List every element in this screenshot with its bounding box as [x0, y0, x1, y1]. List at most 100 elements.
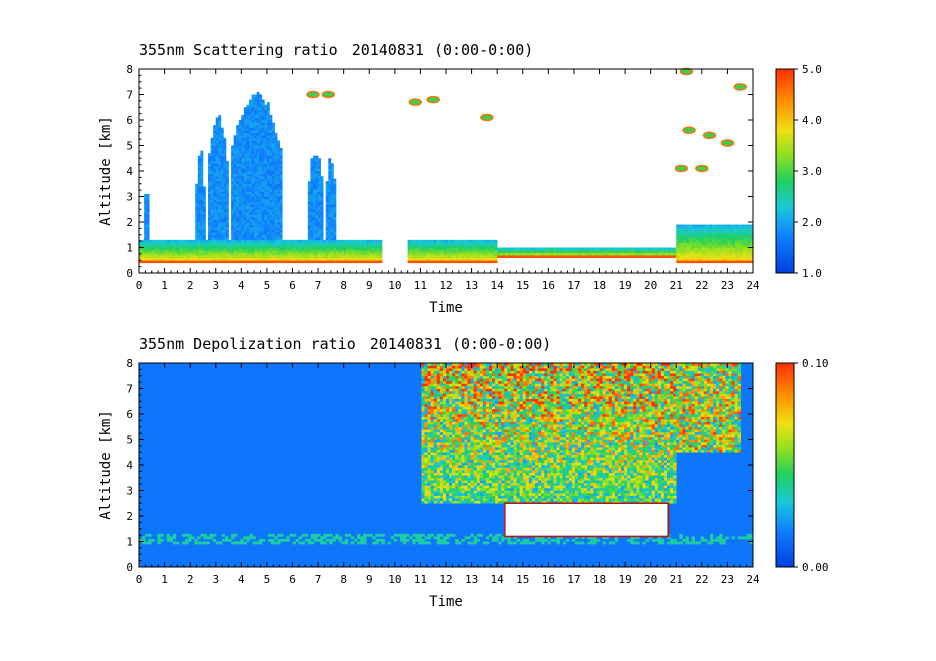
heatmap-cell — [689, 242, 692, 246]
heatmap-cell — [436, 391, 441, 394]
heatmap-cell — [553, 250, 557, 253]
heatmap-cell — [706, 237, 710, 241]
heatmap-cell — [146, 196, 150, 200]
heatmap-cell — [243, 176, 247, 179]
heatmap-cell — [220, 206, 224, 210]
heatmap-cell — [269, 165, 273, 169]
heatmap-cell — [237, 541, 241, 545]
heatmap-cell — [742, 224, 746, 228]
heatmap-cell — [737, 229, 741, 233]
heatmap-cell — [371, 252, 375, 256]
heatmap-cell — [486, 250, 490, 253]
heatmap-cell — [310, 171, 314, 174]
heatmap-cell — [409, 536, 413, 540]
heatmap-cell — [259, 102, 263, 105]
heatmap-cell — [223, 260, 227, 264]
heatmap-cell — [650, 247, 654, 251]
heatmap-cell — [333, 257, 337, 261]
heatmap-cell — [433, 403, 438, 407]
heatmap-cell — [663, 252, 667, 256]
heatmap-cell — [307, 204, 311, 207]
heatmap-cell — [241, 211, 245, 215]
heatmap-cell — [246, 122, 250, 126]
heatmap-cell — [512, 255, 516, 258]
heatmap-cell — [371, 247, 375, 251]
heatmap-cell — [274, 222, 278, 225]
heatmap-cell — [442, 411, 447, 415]
heatmap-cell — [356, 536, 361, 540]
heatmap-cell — [449, 424, 453, 428]
heatmap-cell — [251, 211, 255, 215]
heatmap-cell — [722, 252, 726, 256]
heatmap-cell — [177, 247, 181, 251]
heatmap-cell — [210, 229, 214, 233]
heatmap-cell — [146, 201, 150, 205]
heatmap-cell — [272, 244, 275, 248]
heatmap-cell — [307, 188, 311, 192]
heatmap-cell — [228, 239, 232, 243]
heatmap-cell — [269, 257, 273, 261]
heatmap-cell — [666, 255, 669, 258]
heatmap-cell — [241, 242, 245, 246]
heatmap-cell — [448, 252, 452, 256]
heatmap-cell — [210, 204, 214, 207]
heatmap-cell — [141, 242, 145, 246]
heatmap-cell — [220, 244, 224, 248]
heatmap-cell — [254, 102, 257, 105]
heatmap-cell — [210, 191, 214, 195]
heatmap-cell — [712, 239, 715, 243]
heatmap-cell — [279, 252, 283, 256]
heatmap-cell — [455, 421, 459, 425]
heatmap-cell — [318, 191, 321, 195]
heatmap-cell — [256, 137, 260, 141]
heatmap-cell — [333, 178, 337, 182]
heatmap-cell — [461, 431, 465, 435]
heatmap-cell — [295, 247, 298, 251]
heatmap-cell — [259, 127, 263, 131]
heatmap-cell — [172, 239, 176, 243]
heatmap-cell — [455, 482, 459, 486]
heatmap-cell — [481, 257, 485, 261]
heatmap-cell — [525, 247, 529, 251]
heatmap-cell — [315, 168, 319, 172]
heatmap-cell — [449, 467, 453, 471]
heatmap-cell — [233, 135, 237, 139]
heatmap-cell — [474, 244, 477, 248]
heatmap-cell — [243, 224, 247, 228]
heatmap-cell — [594, 250, 598, 253]
colorbar-tick-label: 1.0 — [802, 267, 822, 280]
heatmap-cell — [456, 242, 460, 246]
heatmap-cell — [658, 252, 662, 256]
heatmap-cell — [452, 370, 456, 374]
heatmap-cell — [724, 237, 728, 241]
heatmap-cell — [433, 462, 438, 466]
heatmap-cell — [372, 541, 376, 545]
heatmap-cell — [455, 449, 459, 453]
heatmap-cell — [436, 421, 441, 425]
heatmap-cell — [440, 239, 444, 243]
heatmap-cell — [192, 247, 196, 251]
heatmap-cell — [144, 214, 147, 218]
heatmap-cell — [461, 477, 465, 481]
heatmap-cell — [223, 216, 227, 220]
heatmap-cell — [256, 242, 260, 246]
heatmap-cell — [446, 536, 450, 540]
heatmap-cell — [231, 181, 234, 185]
heatmap-cell — [256, 222, 260, 225]
heatmap-cell — [185, 250, 188, 253]
heatmap-cell — [602, 250, 605, 253]
heatmap-cell — [712, 229, 715, 233]
heatmap-cell — [195, 257, 199, 261]
heatmap-cell — [149, 239, 153, 243]
heatmap-cell — [586, 252, 590, 256]
heatmap-cell — [195, 260, 199, 264]
heatmap-cell — [719, 239, 723, 243]
heatmap-cell — [330, 163, 334, 167]
heatmap-cell — [259, 181, 263, 185]
heatmap-cell — [704, 229, 708, 233]
heatmap-cell — [277, 255, 281, 258]
heatmap-cell — [421, 431, 425, 435]
heatmap-cell — [469, 239, 472, 243]
heatmap-cell — [251, 209, 255, 213]
